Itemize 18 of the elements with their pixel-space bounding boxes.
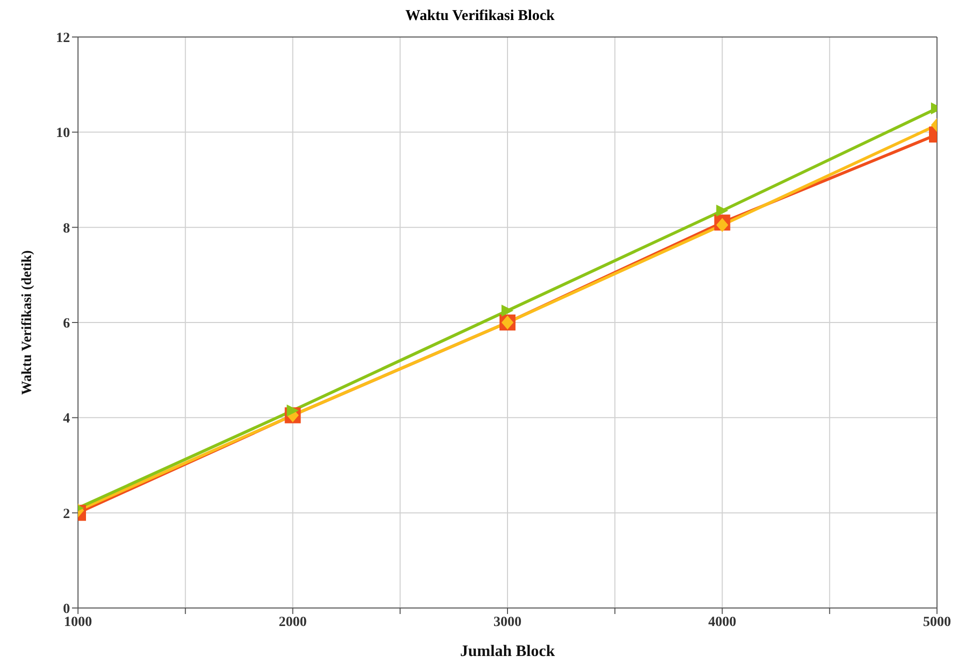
point [716,204,728,217]
y-tick-label: 0 [63,602,70,617]
y-tick-label: 2 [63,506,70,522]
y-tick-label: 12 [56,30,70,46]
x-tick-label: 3000 [494,614,522,630]
y-axis-title: Waktu Verifikasi (detik) [20,250,35,395]
y-tick-label: 6 [63,316,70,332]
x-tick-label: 1000 [64,614,92,630]
y-tick-label: 8 [63,221,70,236]
y-tick-label: 10 [56,126,70,142]
y-tick-label: 4 [63,412,70,427]
x-tick-label: 5000 [923,614,951,630]
x-tick-label: 2000 [278,614,307,630]
chart-title: Waktu Verifikasi Block [404,8,556,26]
point [716,218,728,232]
x-axis-title: Jumlah Block [460,643,555,660]
point [502,304,514,317]
x-tick-label: 4000 [708,614,736,630]
